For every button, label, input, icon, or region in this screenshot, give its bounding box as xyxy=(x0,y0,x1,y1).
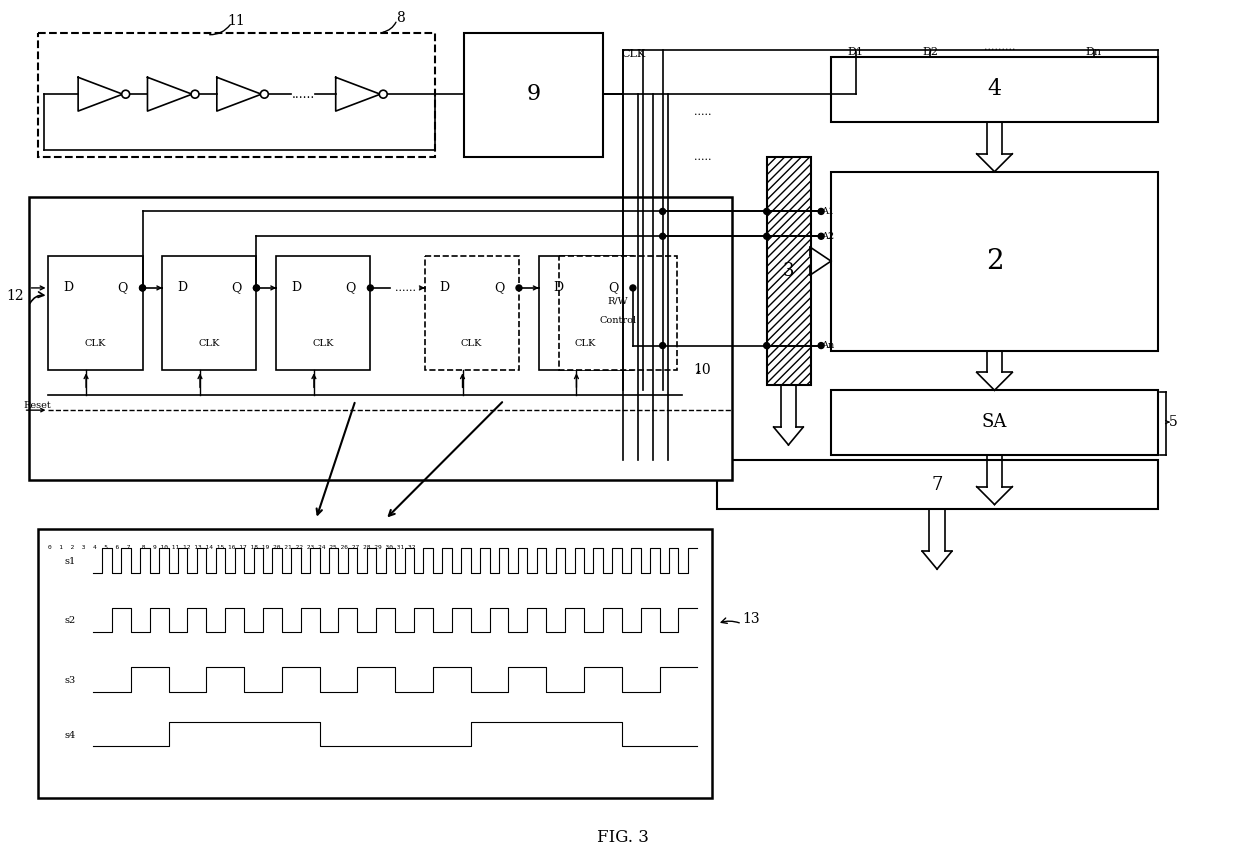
Text: .....: ..... xyxy=(693,107,711,117)
Text: 2: 2 xyxy=(986,248,1003,275)
Text: 3: 3 xyxy=(782,262,794,280)
Circle shape xyxy=(516,285,522,291)
Text: .....: ..... xyxy=(693,152,711,162)
Text: .........: ......... xyxy=(983,42,1016,53)
Bar xyxy=(831,391,1158,454)
Polygon shape xyxy=(148,77,192,111)
Text: 10: 10 xyxy=(693,364,711,378)
Circle shape xyxy=(367,285,373,291)
Bar xyxy=(558,256,677,371)
Text: R/W: R/W xyxy=(608,296,629,305)
Bar xyxy=(38,530,712,797)
Text: A1: A1 xyxy=(821,206,835,216)
Text: A2: A2 xyxy=(821,232,835,241)
Text: SA: SA xyxy=(982,413,1007,431)
Bar xyxy=(48,256,143,371)
Text: Q: Q xyxy=(346,282,356,295)
Text: CLK: CLK xyxy=(84,339,105,348)
Text: CLK: CLK xyxy=(574,339,596,348)
Circle shape xyxy=(260,90,268,98)
Text: An: An xyxy=(821,341,835,350)
Text: Dn: Dn xyxy=(1085,48,1101,58)
Text: CLK: CLK xyxy=(621,49,645,60)
Text: 11: 11 xyxy=(228,14,246,28)
Text: D: D xyxy=(291,282,301,295)
Text: D: D xyxy=(63,282,73,295)
Text: 12: 12 xyxy=(6,289,24,303)
Text: CLK: CLK xyxy=(461,339,482,348)
Circle shape xyxy=(818,233,825,239)
Polygon shape xyxy=(336,77,381,111)
Circle shape xyxy=(764,208,770,214)
Bar xyxy=(38,33,435,156)
Circle shape xyxy=(140,285,145,291)
Polygon shape xyxy=(78,77,123,111)
Bar xyxy=(162,256,257,371)
Circle shape xyxy=(253,285,259,291)
Text: s4: s4 xyxy=(64,731,76,740)
Text: 8: 8 xyxy=(396,10,404,25)
Text: FIG. 3: FIG. 3 xyxy=(598,829,649,846)
Circle shape xyxy=(140,285,145,291)
Bar xyxy=(831,172,1158,351)
Bar xyxy=(717,460,1158,510)
Text: 5: 5 xyxy=(1168,415,1177,429)
Text: ......: ...... xyxy=(394,283,415,293)
Text: D: D xyxy=(177,282,187,295)
Bar xyxy=(539,256,632,371)
Bar xyxy=(277,256,371,371)
Bar xyxy=(29,196,732,480)
Text: s1: s1 xyxy=(64,556,76,566)
Text: 9: 9 xyxy=(527,83,541,105)
Bar xyxy=(425,256,520,371)
Circle shape xyxy=(630,285,636,291)
Polygon shape xyxy=(217,77,262,111)
Text: s2: s2 xyxy=(64,616,76,626)
Text: Control: Control xyxy=(599,316,636,325)
Text: Q: Q xyxy=(118,282,128,295)
Circle shape xyxy=(660,233,666,239)
Text: D1: D1 xyxy=(848,48,864,58)
Text: CLK: CLK xyxy=(312,339,334,348)
Bar xyxy=(766,156,811,385)
Circle shape xyxy=(764,233,770,239)
Circle shape xyxy=(764,343,770,348)
Text: D2: D2 xyxy=(923,48,939,58)
Text: D: D xyxy=(440,282,450,295)
Text: 7: 7 xyxy=(931,476,942,493)
Text: Q: Q xyxy=(232,282,242,295)
Circle shape xyxy=(660,208,666,214)
Text: Q: Q xyxy=(608,282,619,295)
Text: 4: 4 xyxy=(987,79,1002,100)
Text: s3: s3 xyxy=(64,676,76,685)
Circle shape xyxy=(818,208,825,214)
Text: 13: 13 xyxy=(742,612,760,626)
Text: D: D xyxy=(553,282,564,295)
Text: Reset: Reset xyxy=(24,401,51,410)
Text: 0  1  2  3  4  5  6  7   8  9 10 11 12 13 14 15 16 17 18 19 20 21 22 23 24 25 26: 0 1 2 3 4 5 6 7 8 9 10 11 12 13 14 15 16… xyxy=(48,545,415,550)
Circle shape xyxy=(660,343,666,348)
Circle shape xyxy=(122,90,130,98)
Text: CLK: CLK xyxy=(198,339,219,348)
Bar xyxy=(831,57,1158,122)
Text: Q: Q xyxy=(494,282,505,295)
Circle shape xyxy=(379,90,387,98)
Bar xyxy=(465,33,603,156)
Circle shape xyxy=(818,343,825,348)
Circle shape xyxy=(253,285,259,291)
Circle shape xyxy=(191,90,198,98)
Text: ......: ...... xyxy=(291,87,315,101)
